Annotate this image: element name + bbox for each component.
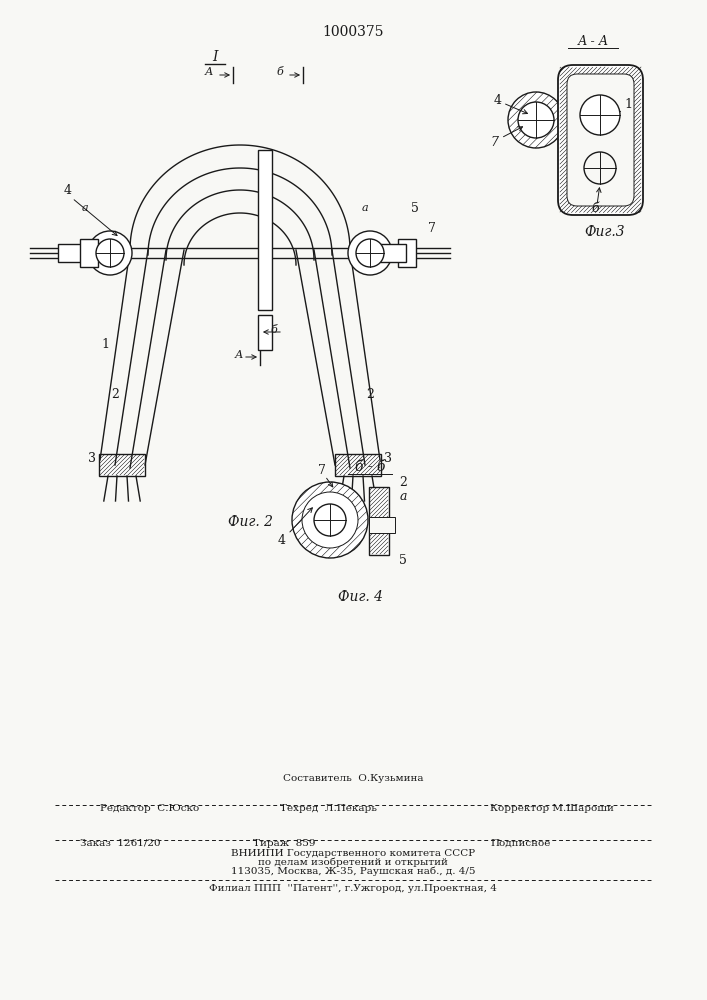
Text: по делам изобретений и открытий: по делам изобретений и открытий [258,857,448,867]
Text: а: а [362,203,368,213]
Text: б: б [276,67,283,77]
Text: Техред  Л.Пекарь: Техред Л.Пекарь [280,804,377,813]
Text: 113035, Москва, Ж-35, Раушская наб., д. 4/5: 113035, Москва, Ж-35, Раушская наб., д. … [230,866,475,876]
Text: а: а [82,203,88,213]
Circle shape [584,152,616,184]
Circle shape [356,239,384,267]
Text: 4: 4 [494,94,502,106]
Bar [258,315,272,350]
Circle shape [302,492,358,548]
Text: 7: 7 [318,464,326,477]
Text: Заказ  1261/20: Заказ 1261/20 [80,839,160,848]
Text: Тираж  859: Тираж 859 [253,839,315,848]
Text: б: б [591,202,599,215]
Text: А - А: А - А [578,35,609,48]
Text: б: б [270,325,276,335]
Text: Корректор М.Шароши: Корректор М.Шароши [490,804,614,813]
Text: Редактор  С.Юско: Редактор С.Юско [100,804,199,813]
Bar [398,239,416,267]
Text: 2: 2 [399,476,407,488]
FancyBboxPatch shape [567,74,634,206]
Circle shape [518,102,554,138]
Text: Фиг.3: Фиг.3 [585,225,625,239]
Text: Подписное: Подписное [490,839,550,848]
Text: 4: 4 [278,534,286,546]
Circle shape [96,239,124,267]
Text: 5: 5 [399,554,407,566]
Bar [58,244,84,262]
Circle shape [292,482,368,558]
Bar [99,454,145,476]
Bar [335,454,381,476]
Text: а: а [399,490,407,504]
Bar [369,517,395,533]
Text: 7: 7 [490,135,498,148]
Bar [369,487,389,525]
Text: 7: 7 [428,222,436,234]
FancyBboxPatch shape [558,65,643,215]
Bar [369,525,389,555]
Text: 4: 4 [64,184,72,196]
Text: 3: 3 [384,452,392,464]
Text: б - б: б - б [355,460,385,474]
Circle shape [348,231,392,275]
Text: Филиал ППП  ''Патент'', г.Ужгород, ул.Проектная, 4: Филиал ППП ''Патент'', г.Ужгород, ул.Про… [209,884,497,893]
Circle shape [580,95,620,135]
Circle shape [88,231,132,275]
Text: 3: 3 [88,452,96,464]
Text: ВНИИПИ Государственного комитета СССР: ВНИИПИ Государственного комитета СССР [231,849,475,858]
Text: 1: 1 [624,99,632,111]
Text: Составитель  О.Кузьмина: Составитель О.Кузьмина [283,774,423,783]
Text: 5: 5 [411,202,419,215]
Bar [380,244,406,262]
Text: Фиг. 4: Фиг. 4 [337,590,382,604]
Text: 1000375: 1000375 [322,25,384,39]
Text: 2: 2 [366,388,374,401]
Bar [258,150,272,310]
Text: А: А [235,350,243,360]
Text: Фиг. 2: Фиг. 2 [228,515,272,529]
Text: 2: 2 [111,388,119,401]
Circle shape [508,92,564,148]
Circle shape [314,504,346,536]
Text: 1: 1 [101,338,109,352]
Text: А: А [204,67,213,77]
Text: I: I [212,50,218,64]
Bar [80,239,98,267]
